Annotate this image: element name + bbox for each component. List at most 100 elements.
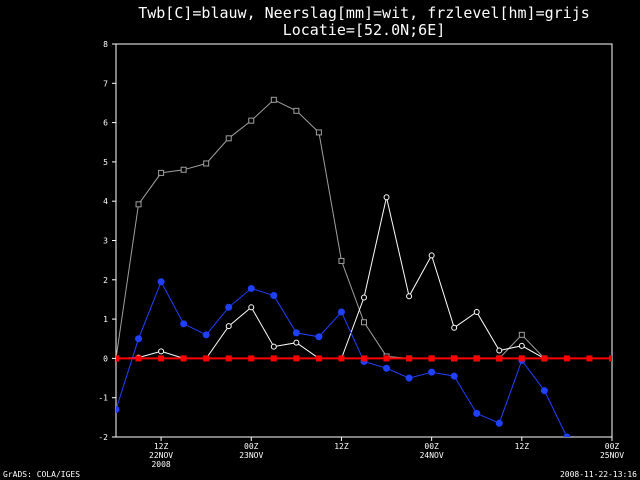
y-tick-label: 8 bbox=[103, 40, 108, 49]
wet_bulb_temperature-point bbox=[225, 303, 233, 311]
zero_reference-point bbox=[338, 355, 345, 362]
precipitation-point bbox=[270, 343, 277, 350]
y-tick-label: 4 bbox=[103, 197, 108, 206]
precipitation-point bbox=[428, 252, 435, 259]
series-wet_bulb_temperature bbox=[116, 278, 571, 437]
wet_bulb_temperature-point bbox=[180, 320, 188, 328]
x-tick-label: 12Z bbox=[334, 442, 349, 451]
precipitation-point bbox=[496, 347, 503, 354]
precipitation-line bbox=[116, 197, 545, 359]
y-tick-label: 6 bbox=[103, 119, 108, 128]
zero_reference-point bbox=[203, 355, 210, 362]
precipitation-point bbox=[248, 304, 255, 311]
zero_reference-point bbox=[563, 355, 570, 362]
zero_reference-point bbox=[406, 355, 413, 362]
x-tick-label: 2008 bbox=[151, 460, 170, 469]
precipitation-point bbox=[383, 194, 390, 201]
freezing_level-point bbox=[293, 107, 300, 114]
freezing_level-point bbox=[203, 160, 210, 167]
y-tick-label: -1 bbox=[98, 394, 108, 403]
wet_bulb_temperature-point bbox=[428, 368, 436, 376]
zero_reference-point bbox=[428, 355, 435, 362]
wet_bulb_temperature-point bbox=[473, 409, 481, 417]
zero_reference-point bbox=[225, 355, 232, 362]
wet_bulb_temperature-point bbox=[563, 433, 571, 437]
series-precipitation bbox=[116, 194, 548, 362]
zero_reference-point bbox=[315, 355, 322, 362]
freezing_level-point bbox=[315, 129, 322, 136]
wet_bulb_temperature-point bbox=[337, 308, 345, 316]
wet_bulb_temperature-point bbox=[270, 292, 278, 300]
footer-timestamp: 2008-11-22-13:16 bbox=[560, 470, 637, 479]
wet_bulb_temperature-point bbox=[247, 284, 255, 292]
footer-credit: GrADS: COLA/IGES bbox=[3, 470, 80, 479]
zero_reference-point bbox=[383, 355, 390, 362]
zero_reference-point bbox=[609, 355, 612, 362]
zero_reference-point bbox=[248, 355, 255, 362]
x-tick-label: 22NOV bbox=[149, 451, 173, 460]
x-tick-label: 25NOV bbox=[600, 451, 624, 460]
zero_reference-point bbox=[135, 355, 142, 362]
freezing_level-point bbox=[135, 201, 142, 208]
wet_bulb_temperature-point bbox=[383, 364, 391, 372]
precipitation-point bbox=[473, 309, 480, 316]
freezing_level-point bbox=[225, 135, 232, 142]
wet_bulb_temperature-point bbox=[405, 374, 413, 382]
zero_reference-point bbox=[270, 355, 277, 362]
precipitation-point bbox=[158, 348, 165, 355]
wet_bulb_temperature-point bbox=[540, 387, 548, 395]
zero_reference-point bbox=[586, 355, 593, 362]
zero_reference-point bbox=[293, 355, 300, 362]
x-tick-label: 00Z bbox=[244, 442, 259, 451]
wet_bulb_temperature-point bbox=[157, 278, 165, 286]
wet_bulb_temperature-point bbox=[116, 405, 120, 413]
freezing_level-point bbox=[518, 331, 525, 338]
zero_reference-point bbox=[180, 355, 187, 362]
zero_reference-point bbox=[451, 355, 458, 362]
zero_reference-point bbox=[473, 355, 480, 362]
plot-frame bbox=[115, 43, 613, 438]
y-tick-label: -2 bbox=[98, 433, 108, 442]
precipitation-point bbox=[293, 339, 300, 346]
y-tick-label: 2 bbox=[103, 276, 108, 285]
x-tick-label: 24NOV bbox=[420, 451, 444, 460]
freezing_level-point bbox=[338, 257, 345, 264]
x-tick-label: 12Z bbox=[515, 442, 530, 451]
zero_reference-point bbox=[496, 355, 503, 362]
zero_reference-point bbox=[158, 355, 165, 362]
wet_bulb_temperature-point bbox=[495, 419, 503, 427]
wet_bulb_temperature-point bbox=[202, 331, 210, 339]
freezing_level-point bbox=[158, 169, 165, 176]
freezing_level-point bbox=[361, 319, 367, 326]
x-tick-label: 12Z bbox=[154, 442, 169, 451]
freezing_level-point bbox=[248, 117, 255, 124]
chart-subtitle: Locatie=[52.0N;6E] bbox=[283, 21, 446, 39]
chart-title: Twb[C]=blauw, Neerslag[mm]=wit, frzlevel… bbox=[138, 4, 590, 22]
precipitation-point bbox=[406, 293, 413, 300]
zero_reference-point bbox=[361, 355, 367, 362]
x-tick-label: 23NOV bbox=[239, 451, 263, 460]
freezing_level-line bbox=[116, 99, 545, 359]
precipitation-point bbox=[361, 294, 367, 301]
x-tick-label: 00Z bbox=[424, 442, 439, 451]
x-tick-label: 00Z bbox=[605, 442, 620, 451]
y-tick-label: 3 bbox=[103, 237, 108, 246]
freezing_level-point bbox=[180, 166, 187, 173]
wet_bulb_temperature-point bbox=[135, 335, 143, 343]
y-tick-label: 7 bbox=[103, 79, 108, 88]
precipitation-point bbox=[518, 342, 525, 349]
zero_reference-point bbox=[518, 355, 525, 362]
y-tick-label: 1 bbox=[103, 315, 108, 324]
zero_reference-point bbox=[116, 355, 119, 362]
y-tick-label: 0 bbox=[103, 354, 108, 363]
y-axis: -2 -1 0 1 2 3 4 5 6 7 8 bbox=[98, 40, 116, 442]
series-layer bbox=[116, 96, 612, 437]
wet_bulb_temperature-point bbox=[315, 333, 323, 341]
series-zero_reference bbox=[116, 355, 612, 362]
precipitation-point bbox=[451, 324, 458, 331]
y-tick-label: 5 bbox=[103, 158, 108, 167]
wet_bulb_temperature-point bbox=[450, 372, 458, 380]
wet_bulb_temperature-point bbox=[292, 329, 300, 337]
